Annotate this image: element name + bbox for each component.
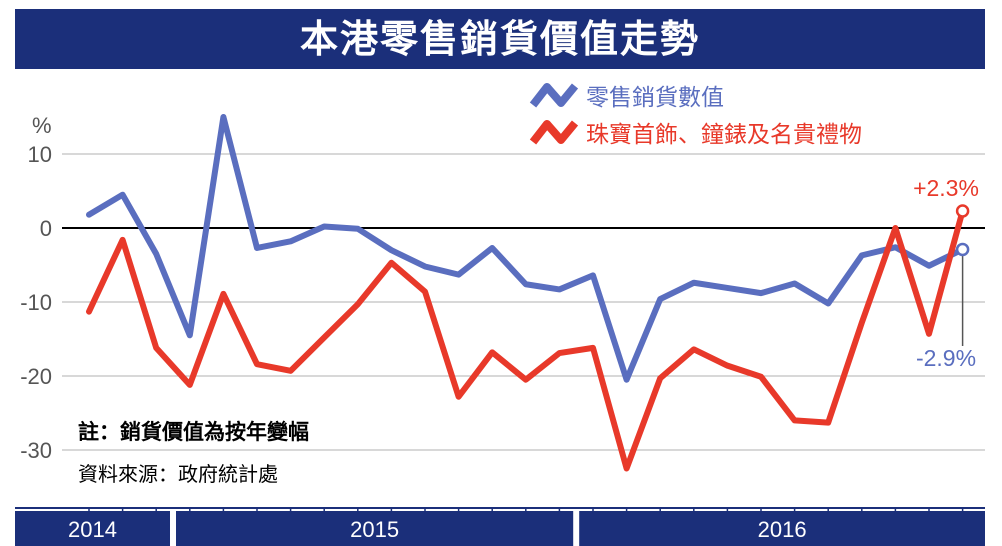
series-lines (86, 114, 966, 472)
chart-title: 本港零售銷貨價值走勢 (15, 9, 985, 69)
x-axis-year-bar: 2014 2015 2016 (15, 507, 985, 546)
year-label: 2016 (758, 517, 807, 542)
y-tick-label: 10 (28, 142, 52, 167)
end-marker (955, 242, 970, 257)
year-label: 2014 (68, 517, 117, 542)
y-tick-label: -20 (20, 364, 52, 389)
end-marker (955, 204, 970, 218)
y-axis: 10 0 -10 -20 -30% (20, 113, 52, 463)
legend-label: 珠寶首飾、鐘錶及名貴禮物 (586, 122, 862, 148)
data-source: 資料來源：政府統計處 (78, 462, 278, 486)
y-tick-label: -30 (20, 438, 52, 463)
year-label: 2015 (350, 517, 399, 542)
legend-swatch (529, 120, 579, 145)
footnote: 註：銷貨價值為按年變幅 (78, 420, 309, 444)
year-segment (15, 511, 170, 546)
legend-swatch (529, 83, 579, 108)
end-value-label: +2.3% (913, 175, 979, 201)
y-tick-label: 0 (40, 216, 52, 241)
legend-label: 零售銷貨數值 (586, 85, 724, 111)
gridlines (62, 153, 985, 451)
end-value-label: -2.9% (916, 345, 976, 371)
year-segment (176, 511, 574, 546)
annotations: +2.3% -2.9% (913, 175, 979, 371)
y-tick-label: -10 (20, 290, 52, 315)
year-segment (579, 511, 985, 546)
series-line-0 (86, 114, 966, 383)
y-unit-label: % (32, 113, 52, 138)
